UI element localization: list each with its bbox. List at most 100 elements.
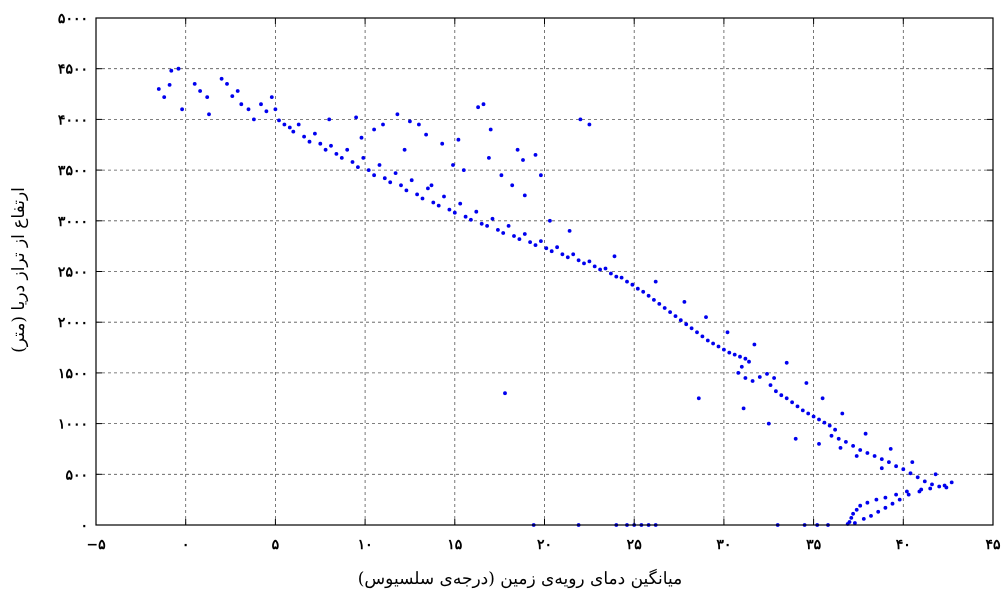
data-point: [598, 267, 602, 272]
data-point: [937, 484, 942, 489]
data-point: [858, 448, 863, 452]
data-point: [757, 375, 762, 379]
x-tick-labels: −۵ ۰ ۵ ۱۰ ۱۵ ۲۰ ۲۵ ۳۰ ۳۵ ۴۰ ۴۵: [86, 537, 1001, 553]
data-point: [447, 207, 452, 212]
data-point: [587, 259, 592, 264]
data-point: [901, 467, 906, 472]
data-point: [382, 176, 387, 181]
data-point: [917, 489, 922, 494]
data-point: [225, 82, 229, 86]
data-point: [689, 326, 694, 331]
data-point: [458, 201, 463, 206]
data-point: [806, 411, 811, 416]
data-point: [844, 440, 848, 444]
data-point: [474, 209, 479, 214]
y-tick-label: ۱۵۰۰: [58, 366, 88, 382]
data-point: [592, 264, 597, 269]
data-point: [399, 183, 403, 188]
x-axis-label: میانگین دمای رویه‌ی زمین (درجه‌ی سلسیوس): [358, 568, 682, 589]
data-point: [417, 122, 421, 127]
data-point: [853, 521, 857, 525]
data-point: [431, 200, 436, 205]
data-point: [560, 252, 565, 257]
data-point: [479, 221, 484, 226]
data-point: [872, 454, 877, 458]
data-point: [779, 393, 784, 398]
axis-ticks: [95, 17, 994, 526]
data-point: [668, 310, 672, 314]
y-tick-label: ۴۰۰۰: [58, 112, 88, 128]
data-point: [784, 396, 789, 401]
data-point: [820, 396, 825, 401]
data-point: [662, 306, 667, 310]
data-point: [252, 117, 256, 122]
data-point: [876, 509, 881, 514]
data-point: [725, 330, 730, 335]
data-point: [219, 76, 224, 81]
data-point: [858, 503, 863, 508]
data-point: [711, 341, 715, 346]
data-point: [393, 171, 398, 176]
data-point: [307, 139, 312, 144]
x-tick-label: ۴۰: [896, 537, 911, 553]
data-point: [463, 214, 468, 219]
y-tick-label: ۱۰۰۰: [58, 417, 88, 433]
data-point: [741, 406, 746, 411]
data-point: [851, 511, 855, 516]
data-point: [732, 352, 737, 357]
data-point: [354, 115, 358, 120]
data-point: [571, 252, 576, 257]
data-point: [167, 83, 172, 87]
data-point: [235, 89, 240, 93]
data-point: [838, 446, 843, 450]
data-point: [436, 203, 441, 208]
data-point: [804, 381, 809, 385]
y-tick-label: ۳۵۰۰: [58, 163, 88, 179]
data-point: [388, 180, 393, 185]
data-point: [603, 266, 608, 271]
data-point: [879, 457, 884, 461]
data-point: [565, 255, 570, 260]
data-point: [883, 505, 888, 510]
data-point: [533, 243, 538, 248]
data-point: [512, 234, 516, 238]
data-point: [576, 258, 581, 263]
data-point: [521, 158, 525, 162]
y-tick-label: ۳۰۰۰: [58, 214, 88, 230]
data-point: [646, 293, 651, 298]
data-point: [747, 359, 751, 364]
data-point: [402, 147, 407, 152]
data-point: [499, 173, 504, 178]
data-point: [567, 229, 572, 233]
data-point: [259, 102, 263, 107]
data-point: [910, 460, 915, 464]
data-point: [890, 501, 895, 506]
data-point: [528, 240, 532, 245]
data-point: [722, 347, 726, 352]
data-point: [350, 160, 355, 164]
data-point: [619, 275, 624, 280]
y-axis-label: ارتفاع از تراز دریا (متر): [9, 187, 29, 353]
data-point: [827, 423, 832, 428]
data-point: [928, 486, 933, 491]
data-point: [915, 475, 920, 480]
data-point: [684, 322, 689, 327]
data-point: [612, 254, 617, 259]
data-point: [440, 141, 445, 146]
data-point: [318, 141, 323, 146]
data-point: [345, 147, 350, 152]
x-tick-label: ۲۰: [537, 537, 552, 553]
data-point: [522, 193, 527, 198]
data-point: [822, 420, 827, 425]
y-tick-label: ۵۰۰: [65, 467, 88, 483]
data-point: [366, 168, 371, 173]
data-point: [587, 122, 592, 127]
data-point: [854, 507, 859, 512]
data-point: [888, 447, 893, 451]
data-point: [469, 217, 473, 222]
data-points: [156, 66, 954, 527]
data-point: [635, 286, 640, 291]
data-point: [323, 147, 328, 152]
data-point: [700, 334, 705, 339]
